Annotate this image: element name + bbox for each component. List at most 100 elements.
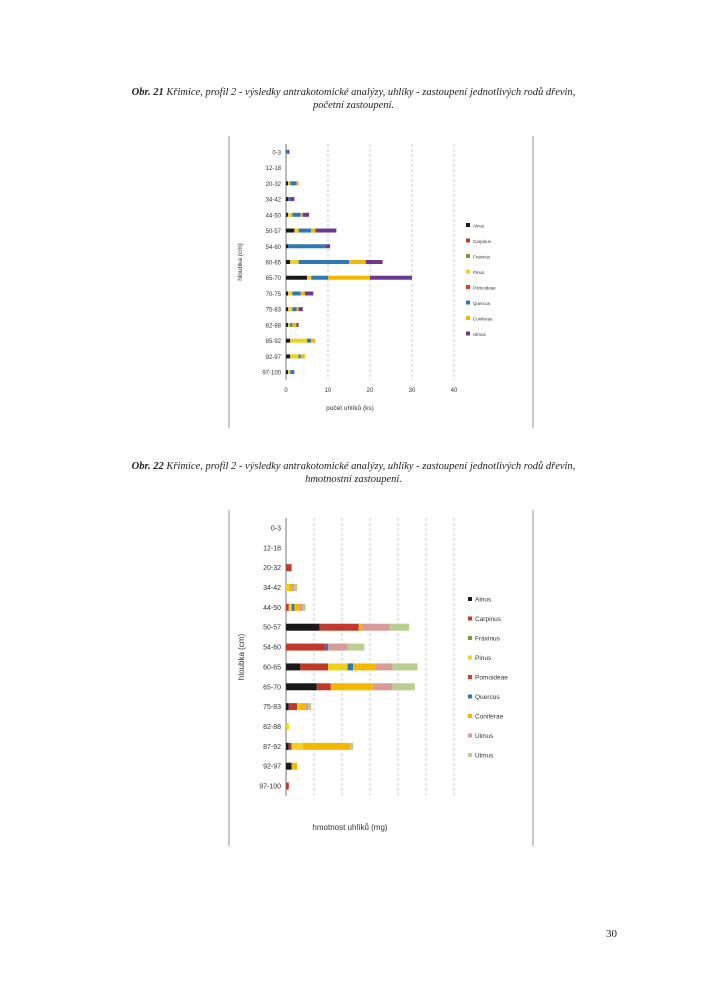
chart1-bar-segment <box>315 228 337 233</box>
chart1-legend-label: Alnus <box>473 224 485 229</box>
figure-22-chart: 0-3 12-18 20-32 34-42 44-50 50-57 54-60 60-65 65… <box>228 506 534 850</box>
chart1-bar-segment <box>370 275 412 280</box>
chart1-bar-segment <box>286 322 289 327</box>
chart1-bar-segment <box>290 181 297 186</box>
chart2-bar-segment <box>328 663 348 671</box>
chart1-bar-segment <box>296 181 299 186</box>
chart2-bar-segment <box>389 623 410 631</box>
chart1-bar-segment <box>292 307 297 312</box>
chart2-bar-segment <box>316 683 331 691</box>
chart1-bar-segment <box>286 370 289 375</box>
chart1-legend-swatch <box>466 223 470 227</box>
chart1-x-tick-label: 40 <box>451 388 458 394</box>
chart1-bar-segment <box>288 322 291 327</box>
chart2-legend-label: Alnus <box>475 597 492 604</box>
chart2-bar-segment <box>300 663 328 671</box>
chart1-y-tick-label: 44-50 <box>266 213 282 219</box>
chart2-bar-segment <box>294 584 298 591</box>
chart1-bar-segment <box>288 370 291 375</box>
chart2-bar-segment <box>286 782 289 790</box>
chart1-bar-segment <box>288 307 293 312</box>
chart1-bar-segment <box>290 354 299 359</box>
chart2-legend-label: Ulmus <box>475 733 494 740</box>
chart1-y-tick-label: 65-70 <box>266 276 282 282</box>
chart1-y-tick-label: 97-100 <box>262 371 281 377</box>
chart2-legend-label: Carpinus <box>475 616 502 623</box>
figure-22-chart-svg: 0-3 12-18 20-32 34-42 44-50 50-57 54-60 60-65 65… <box>228 510 534 846</box>
chart1-bar-segment <box>288 181 291 186</box>
chart2-bar-segment <box>286 584 289 591</box>
chart2-bar-segment <box>319 623 359 631</box>
chart1-bar-segment <box>298 260 349 264</box>
chart2-y-tick-label: 20-32 <box>263 565 281 572</box>
chart1-legend-label: Coniferae <box>473 317 493 322</box>
chart2-y-tick-label: 54-60 <box>263 645 281 652</box>
chart1-bar-segment <box>302 212 310 217</box>
chart1-bar-segment <box>286 149 288 154</box>
chart2-bar-segment <box>300 703 306 711</box>
chart2-bar-segment <box>286 643 326 651</box>
chart2-bar-segment <box>286 742 289 750</box>
chart1-y-tick-label: 50-57 <box>266 229 282 235</box>
chart1-bar-segment <box>290 260 299 264</box>
page-number: 30 <box>606 928 617 940</box>
chart1-bar-segment <box>307 275 312 280</box>
chart2-bar-segment <box>291 742 303 750</box>
chart2-bar-segment <box>330 683 373 691</box>
chart1-legend-label: Quercus <box>473 301 491 306</box>
chart1-bar-segment <box>288 197 291 202</box>
chart1-y-tick-label: 20-32 <box>266 182 282 188</box>
chart1-bar-segment <box>286 228 295 233</box>
chart1-bar-segment <box>304 291 314 296</box>
chart2-legend-label: Fraxinus <box>475 636 501 643</box>
chart2-y-axis-label: hloubka (cm) <box>237 634 246 681</box>
chart2-legend-swatch <box>468 675 472 679</box>
chart2-bar-segment <box>302 742 351 750</box>
chart1-bar-segment <box>286 275 307 280</box>
chart1-y-tick-label: 34-42 <box>266 198 282 204</box>
chart2-legend-label: Coniferae <box>475 714 504 721</box>
chart1-bar-segment <box>292 322 297 327</box>
chart2-bar-segment <box>350 742 354 750</box>
chart1-bar-segment <box>288 291 293 296</box>
chart1-y-tick-label: 0-3 <box>272 150 281 156</box>
chart2-y-tick-label: 50-57 <box>263 625 281 632</box>
chart1-bar-segment <box>292 291 301 296</box>
chart2-legend-label: Quercus <box>475 694 500 701</box>
chart1-bar-segment <box>300 291 305 296</box>
figure-22-caption: Obr. 22 Křimice, profil 2 - výsledky ant… <box>80 460 627 486</box>
chart2-bar-segment <box>392 663 418 671</box>
chart2-legend-swatch <box>468 616 472 621</box>
chart1-x-axis-label: počet uhlíků (ks) <box>326 404 374 412</box>
chart2-bar-segment <box>297 703 300 711</box>
figure-21-caption: Obr. 21 Křimice, profil 2 - výsledky ant… <box>80 86 627 112</box>
chart1-bar-segment <box>286 260 291 264</box>
chart2-bar-segment <box>305 703 309 711</box>
chart1-bar-segment <box>311 275 328 280</box>
figure-21-caption-line2: početní zastoupení. <box>312 100 395 111</box>
chart1-bar-segment <box>286 244 289 249</box>
chart2-legend-label: Pomoideae <box>475 675 508 682</box>
figure-21-chart: 0 10 20 30 40 0-3 12-18 20-32 34-42 44-50 50-57 54-… <box>228 132 534 432</box>
chart1-legend-swatch <box>466 316 470 320</box>
chart2-bar-segment <box>291 762 298 770</box>
chart1-legend-swatch <box>466 254 470 258</box>
chart2-bar-segment <box>286 623 320 631</box>
chart1-legend-label: Carpinus <box>473 239 492 244</box>
chart1-bar-segment <box>288 212 293 217</box>
chart1-x-tick-label: 20 <box>367 388 374 394</box>
chart1-bar-segment <box>298 228 312 233</box>
chart1-bar-segment <box>349 260 366 264</box>
chart1-y-tick-label: 92-97 <box>266 355 282 361</box>
chart2-bar-segment <box>286 762 292 770</box>
chart2-bar-segment <box>361 623 390 631</box>
chart2-bar-segment <box>372 683 393 691</box>
chart2-bar-segment <box>358 623 362 631</box>
chart1-y-tick-label: 85-92 <box>266 339 282 345</box>
chart2-bar-segment <box>325 643 328 651</box>
chart2-y-tick-label: 87-92 <box>263 744 281 751</box>
chart1-y-tick-label: 54-60 <box>266 245 282 251</box>
chart1-y-axis-label: hloubka (cm) <box>237 243 244 281</box>
chart1-bar-segment <box>286 338 291 343</box>
chart1-legend-swatch <box>466 331 470 336</box>
